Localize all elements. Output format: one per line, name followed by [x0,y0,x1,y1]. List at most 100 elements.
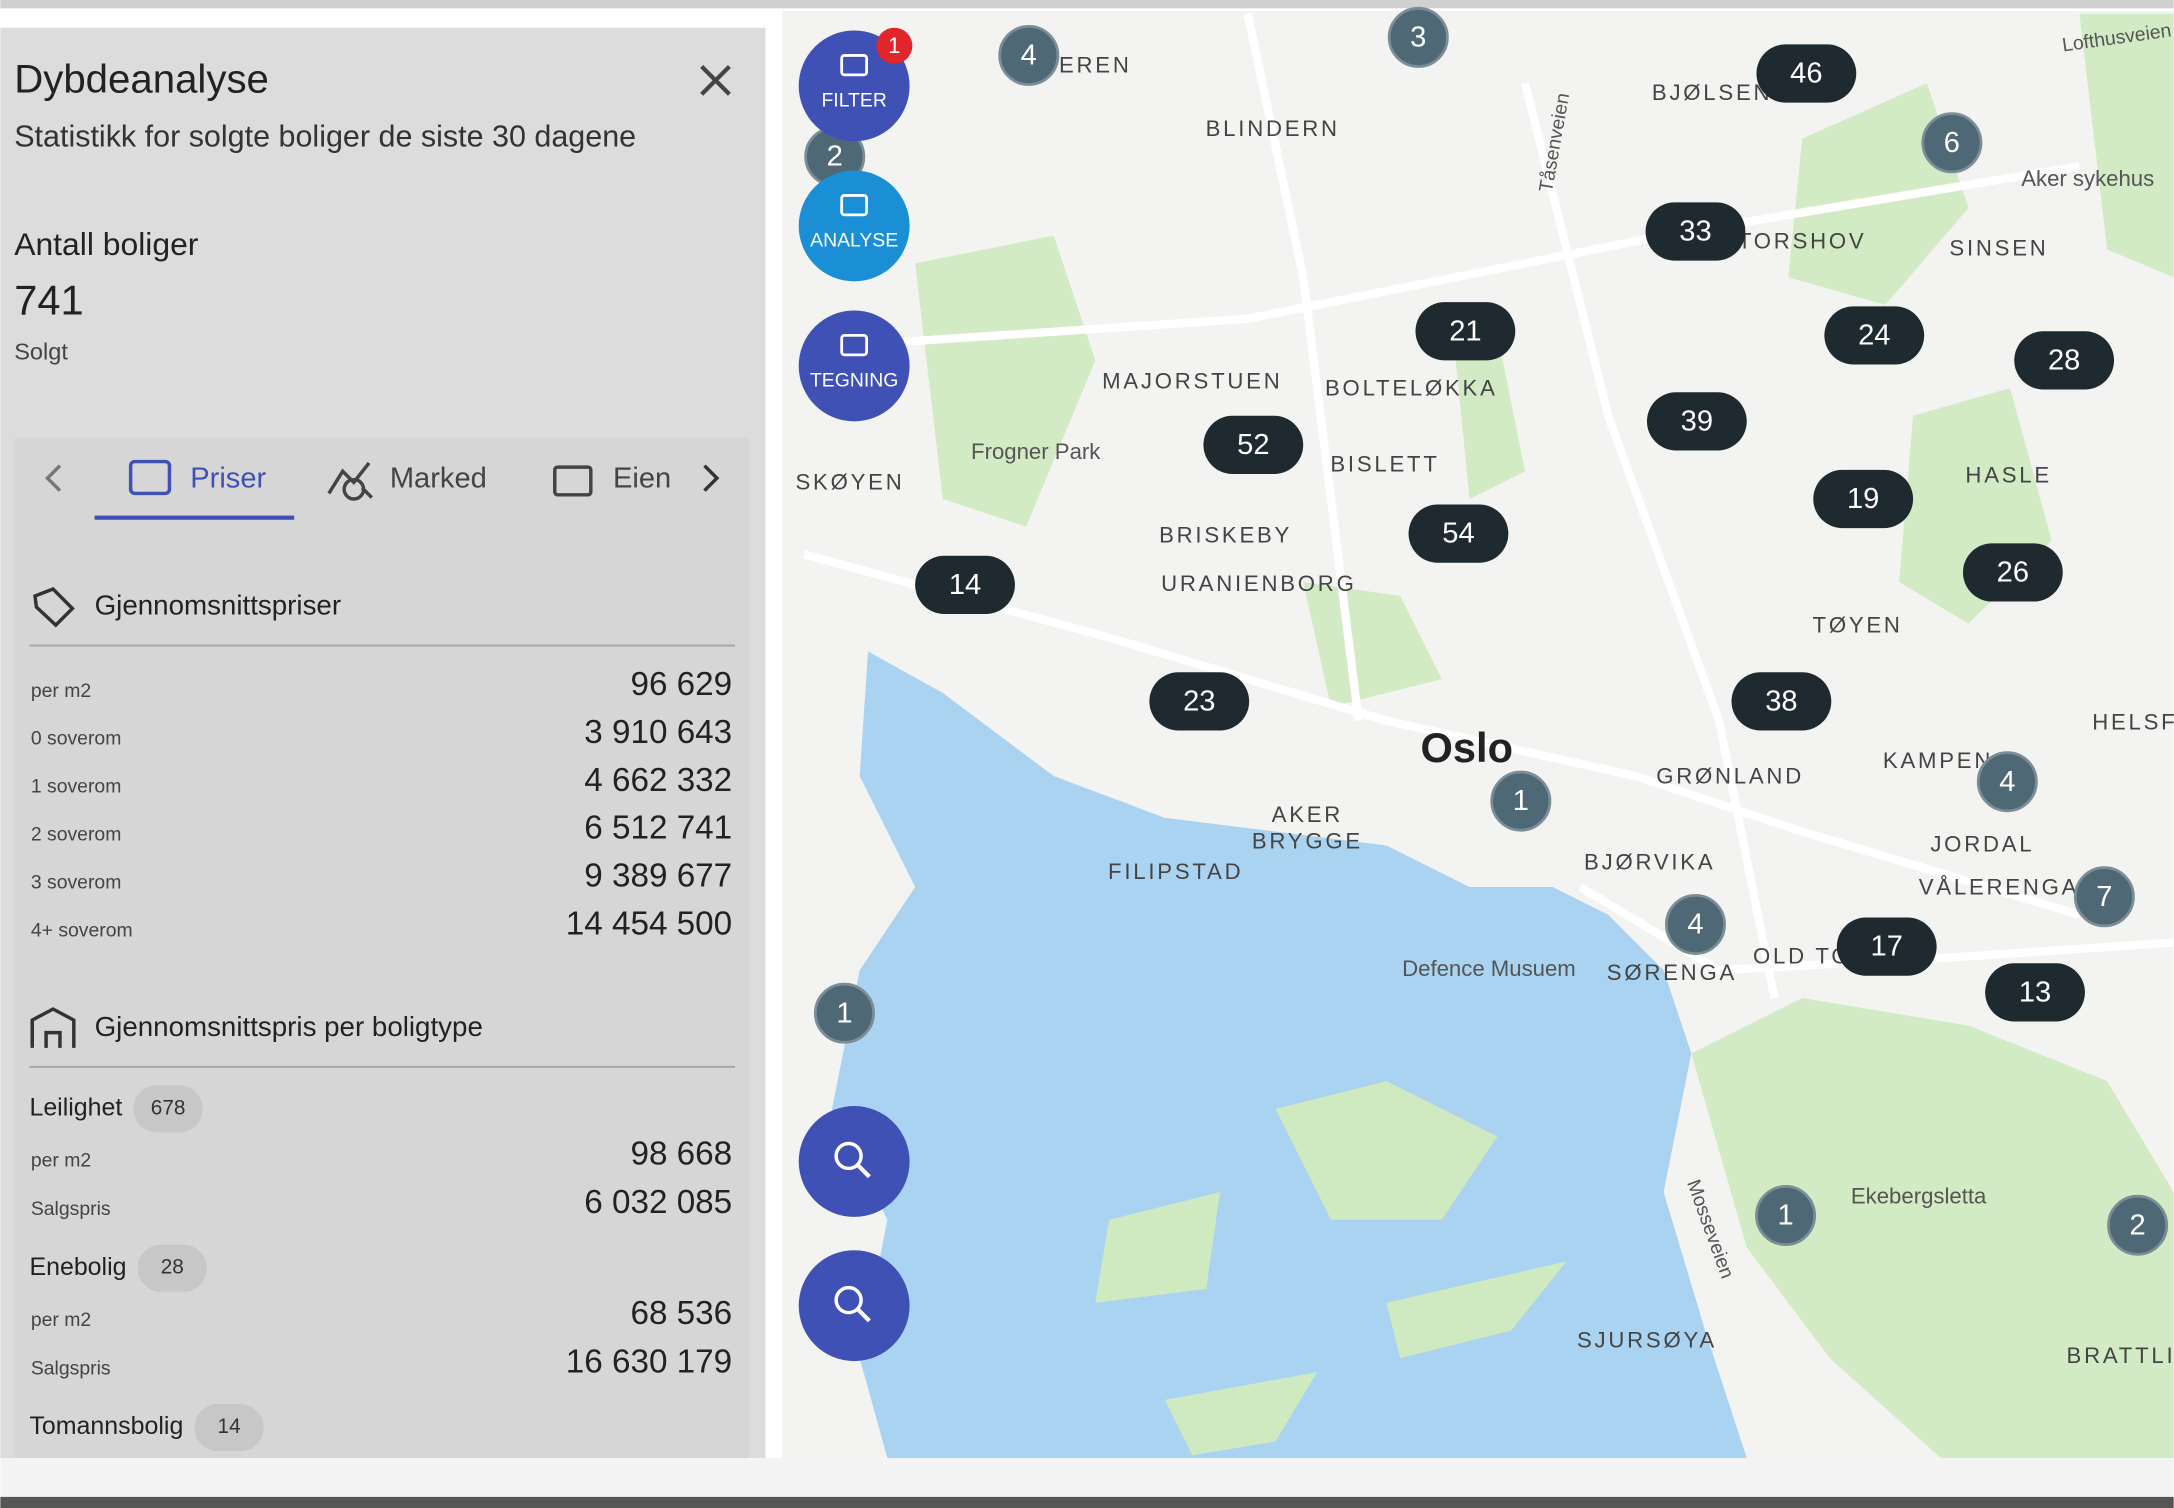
city-label: Oslo [1421,724,1513,771]
place-label: BLINDERN [1206,116,1340,141]
fab-icon [840,194,869,217]
cluster-marker[interactable] [1646,392,1747,451]
cluster-count: 14 [949,569,981,601]
parks [915,13,2174,1459]
zoom-button[interactable] [798,1106,910,1217]
row-value: 6 512 741 [584,810,732,847]
cluster-marker[interactable] [1813,469,1914,529]
cluster-marker[interactable] [2073,866,2135,928]
cluster-marker[interactable] [1962,543,2063,602]
count-badge [137,1244,207,1292]
bottom-edge [0,1496,2174,1508]
cluster-marker[interactable] [1824,306,1925,365]
place-label: BISLETT [1330,452,1439,477]
section-heading: Gjennomsnittspris per boligtype [95,1011,483,1042]
tag-icon [33,587,75,628]
cluster-marker[interactable] [1921,112,1983,174]
zoom-icon [834,1285,863,1315]
cluster-marker[interactable] [1731,672,1832,731]
place-label: OLD TO [1753,944,1851,969]
count-heading: Antall boliger [14,226,199,262]
place-label: TORSHOV [1738,228,1867,253]
badge-count: 1 [888,33,900,58]
tab-card [14,437,749,1459]
row-value: 4 662 332 [584,762,732,799]
cluster-marker[interactable] [1664,893,1726,955]
cluster-count: 38 [1765,685,1797,717]
cluster-count: 17 [1871,931,1903,963]
cluster-marker[interactable] [1985,963,2085,1022]
cluster-count: 33 [1679,216,1711,248]
place-label: SINSEN [1949,235,2048,260]
tab-icon-priser [128,459,172,496]
place-label: SØRENGA [1607,960,1737,985]
place-label: MAJORSTUEN [1102,368,1282,393]
row-value: 68 536 [630,1295,732,1332]
place-label: FILIPSTAD [1108,859,1243,884]
row-label: 2 soverom [31,824,122,846]
roads [803,13,2174,999]
cluster-marker[interactable] [1645,202,1746,261]
row-value: 16 630 179 [566,1344,732,1381]
cluster-count: 4 [1999,766,2015,798]
cluster-count: 6 [1944,127,1960,159]
place-label: URANIENBORG [1161,571,1356,596]
cluster-marker[interactable] [1976,751,2038,813]
map[interactable] [782,11,2174,1459]
panel-title: Dybdeanalyse [14,56,269,101]
place-label: SJURSØYA [1577,1328,1717,1353]
place-label: BRISKEBY [1159,522,1292,547]
cluster-marker[interactable] [1756,44,1857,103]
tab-prev[interactable] [45,464,62,492]
place-label: SKØYEN [795,470,904,495]
cluster-marker[interactable] [915,555,1015,615]
cluster-count: 28 [2048,344,2080,376]
cluster-marker[interactable] [1387,6,1449,68]
zoom-icon [834,1141,863,1171]
cluster-marker[interactable] [2107,1194,2169,1256]
tab-next[interactable] [703,464,720,492]
cluster-marker[interactable] [1149,672,1250,731]
place-label: Aker sykehus [2021,166,2154,191]
cluster-marker[interactable] [998,24,1060,86]
house-icon [30,1007,76,1048]
type-name: Leilighet [29,1093,122,1121]
cluster-count: 52 [1237,429,1269,461]
divider [29,644,735,647]
zoom-button[interactable] [798,1250,910,1362]
row-label: Salgspris [31,1358,111,1380]
place-label: BJØLSEN [1652,80,1772,105]
count-label: Solgt [14,339,68,365]
zoom-icon [856,1164,871,1179]
cluster-count: 23 [1183,685,1215,717]
panel-subtitle: Statistikk for solgte boliger de siste 3… [14,120,636,154]
cluster-marker[interactable] [813,982,875,1044]
cluster-count: 1 [836,997,852,1029]
cluster-marker[interactable] [1415,302,1516,361]
divider [29,1065,735,1068]
cluster-marker[interactable] [1836,917,1937,976]
cluster-count: 4 [1687,909,1703,941]
top-bar [0,0,2174,9]
cluster-marker[interactable] [2014,331,2115,390]
cluster-marker[interactable] [1490,770,1552,832]
place-label: KAMPEN [1883,748,1993,773]
fab-tegning[interactable] [798,310,910,422]
badge [876,27,913,64]
fab-analyse[interactable] [798,170,910,282]
count-badge [194,1404,264,1452]
place-label: EREN [1059,52,1132,77]
cluster-count: 4 [1021,40,1037,72]
row-label: 4+ soverom [31,920,133,942]
zoom-icon [856,1308,871,1323]
cluster-count: 24 [1858,319,1890,351]
cluster-marker[interactable] [1203,415,1304,475]
cluster-marker[interactable] [1755,1185,1817,1247]
cluster-marker[interactable] [1408,504,1509,563]
cluster-count: 13 [2019,976,2051,1008]
close-button[interactable] [700,65,731,96]
row-value: 6 032 085 [584,1184,732,1221]
row-label: 3 soverom [31,872,122,894]
row-value: 98 668 [630,1136,732,1173]
place-label: BRATTLI [2067,1343,2174,1368]
